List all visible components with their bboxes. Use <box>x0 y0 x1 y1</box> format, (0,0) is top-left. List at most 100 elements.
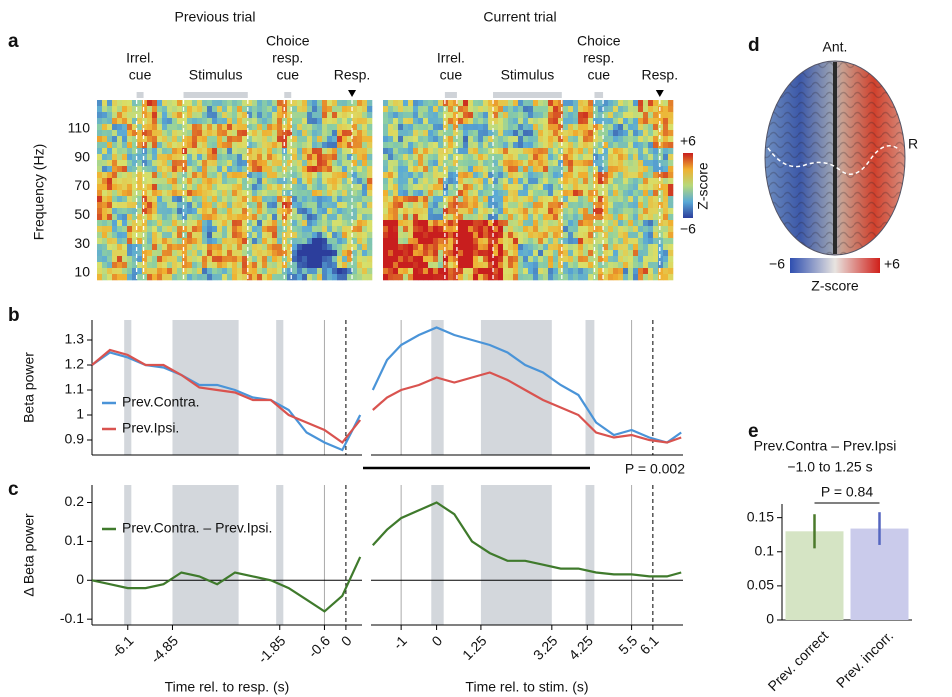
heatmap-cell <box>663 274 668 280</box>
heatmap-cell <box>498 202 503 208</box>
heatmap-cell <box>207 250 212 256</box>
heatmap-cell <box>653 274 658 280</box>
heatmap-cell <box>638 262 643 268</box>
heatmap-cell <box>648 244 653 250</box>
heatmap-cell <box>493 112 498 118</box>
heatmap-cell <box>608 148 613 154</box>
heatmap-cell <box>588 268 593 274</box>
heatmap-cell <box>528 190 533 196</box>
heatmap-cell <box>638 136 643 142</box>
heatmap-cell <box>623 274 628 280</box>
heatmap-cell <box>367 124 372 130</box>
heatmap-cell <box>107 268 112 274</box>
heatmap-cell <box>568 124 573 130</box>
heatmap-cell <box>553 100 558 106</box>
heatmap-cell <box>558 148 563 154</box>
heatmap-cell <box>127 202 132 208</box>
heatmap-cell <box>292 226 297 232</box>
heatmap-cell <box>137 100 142 106</box>
heatmap-cell <box>523 250 528 256</box>
heatmap-cell <box>162 190 167 196</box>
event-label: Choice <box>266 33 310 49</box>
heatmap-cell <box>102 268 107 274</box>
heatmap-cell <box>217 178 222 184</box>
heatmap-cell <box>257 274 262 280</box>
heatmap-cell <box>182 274 187 280</box>
heatmap-cell <box>518 190 523 196</box>
heatmap-cell <box>322 118 327 124</box>
heatmap-cell <box>543 262 548 268</box>
heatmap-cell <box>618 232 623 238</box>
heatmap-cell <box>403 250 408 256</box>
heatmap-cell <box>608 250 613 256</box>
heatmap-cell <box>478 112 483 118</box>
heatmap-cell <box>142 208 147 214</box>
heatmap-cell <box>458 274 463 280</box>
heatmap-cell <box>578 184 583 190</box>
y-tick-label: 110 <box>68 120 91 136</box>
heatmap-cell <box>458 226 463 232</box>
heatmap-cell <box>252 238 257 244</box>
heatmap-cell <box>362 190 367 196</box>
heatmap-cell <box>428 130 433 136</box>
heatmap-cell <box>498 184 503 190</box>
heatmap-cell <box>192 202 197 208</box>
heatmap-cell <box>342 214 347 220</box>
heatmap-cell <box>423 202 428 208</box>
heatmap-cell <box>483 118 488 124</box>
heatmap-cell <box>608 244 613 250</box>
heatmap-cell <box>97 232 102 238</box>
heatmap-cell <box>317 268 322 274</box>
heatmap-cell <box>463 178 468 184</box>
heatmap-cell <box>262 130 267 136</box>
heatmap-cell <box>102 232 107 238</box>
heatmap-cell <box>578 178 583 184</box>
heatmap-cell <box>463 202 468 208</box>
heatmap-cell <box>307 268 312 274</box>
heatmap-cell <box>498 106 503 112</box>
heatmap-cell <box>97 256 102 262</box>
heatmap-cell <box>172 178 177 184</box>
heatmap-cell <box>593 256 598 262</box>
heatmap-cell <box>342 136 347 142</box>
heatmap-cell <box>127 160 132 166</box>
heatmap-cell <box>117 262 122 268</box>
heatmap-cell <box>653 256 658 262</box>
heatmap-cell <box>588 262 593 268</box>
heatmap-cell <box>167 166 172 172</box>
heatmap-cell <box>613 124 618 130</box>
heatmap-cell <box>262 268 267 274</box>
heatmap-cell <box>332 256 337 262</box>
heatmap-cell <box>337 118 342 124</box>
heatmap-cell <box>563 214 568 220</box>
heatmap-cell <box>317 160 322 166</box>
heatmap-cell <box>167 178 172 184</box>
heatmap-cell <box>312 154 317 160</box>
heatmap-cell <box>493 124 498 130</box>
heatmap-cell <box>638 268 643 274</box>
heatmap-cell <box>583 268 588 274</box>
heatmap-cell <box>473 220 478 226</box>
heatmap-cell <box>367 148 372 154</box>
heatmap-cell <box>167 136 172 142</box>
heatmap-cell <box>553 220 558 226</box>
heatmap-cell <box>553 148 558 154</box>
heatmap-cell <box>468 148 473 154</box>
heatmap-cell <box>463 262 468 268</box>
heatmap-cell <box>107 232 112 238</box>
heatmap-cell <box>187 148 192 154</box>
heatmap-cell <box>197 118 202 124</box>
heatmap-cell <box>327 130 332 136</box>
heatmap-cell <box>252 124 257 130</box>
heatmap-cell <box>257 268 262 274</box>
heatmap-cell <box>483 154 488 160</box>
heatmap-cell <box>668 100 673 106</box>
heatmap-cell <box>322 232 327 238</box>
heatmap-cell <box>443 268 448 274</box>
heatmap-cell <box>603 226 608 232</box>
heatmap-cell <box>277 184 282 190</box>
heatmap-cell <box>117 106 122 112</box>
heatmap-cell <box>187 154 192 160</box>
heatmap-cell <box>212 106 217 112</box>
heatmap-cell <box>357 172 362 178</box>
